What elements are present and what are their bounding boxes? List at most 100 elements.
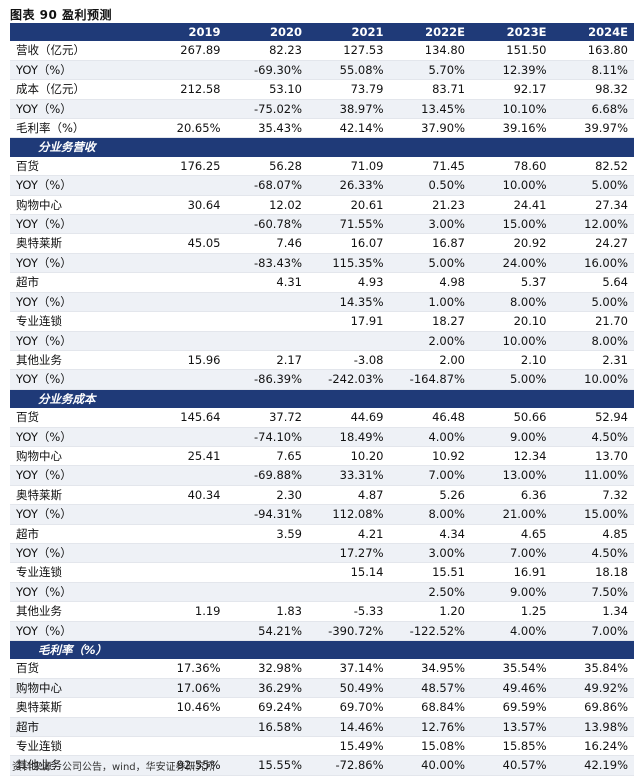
value-cell <box>226 582 308 603</box>
value-cell <box>145 717 227 738</box>
value-cell: 16.91 <box>471 562 553 583</box>
row-label: 其他业务 <box>10 755 145 776</box>
row-label: 成本（亿元） <box>10 79 145 100</box>
value-cell: -69.88% <box>226 465 308 486</box>
row-label: 购物中心 <box>10 446 145 467</box>
value-cell: 18.18 <box>552 562 634 583</box>
value-cell: 4.31 <box>226 272 308 293</box>
earnings-forecast-table: 2019 2020 2021 2022E 2023E 2024E 营收（亿元） 267.89… <box>10 23 634 776</box>
value-cell: 2.30 <box>226 485 308 506</box>
value-cell: 4.34 <box>389 524 471 544</box>
value-cell: 10.46% <box>145 697 227 718</box>
value-cell: 16.87 <box>389 233 471 254</box>
row-label: YOY（%） <box>10 582 145 603</box>
value-cell: 78.60 <box>471 156 553 177</box>
value-cell <box>145 60 227 81</box>
value-cell: 2.00 <box>389 350 471 371</box>
value-cell: 53.10 <box>226 79 308 100</box>
value-cell: 15.96 <box>145 350 227 371</box>
value-cell <box>145 175 227 196</box>
value-cell <box>145 465 227 486</box>
value-cell: 7.32 <box>552 485 634 506</box>
value-cell: 4.93 <box>308 272 390 293</box>
value-cell: 112.08% <box>308 504 390 525</box>
value-cell: -69.30% <box>226 60 308 81</box>
value-cell: 151.50 <box>471 41 553 61</box>
value-cell <box>145 214 227 235</box>
value-cell: 4.21 <box>308 524 390 544</box>
value-cell: 1.00% <box>389 292 471 313</box>
value-cell: 71.55% <box>308 214 390 235</box>
value-cell: 7.46 <box>226 233 308 254</box>
table-row: YOY（%） 2.00% 10.00% 8.00% <box>10 331 634 351</box>
value-cell: 13.98% <box>552 717 634 738</box>
value-cell: -86.39% <box>226 369 308 390</box>
value-cell: 9.00% <box>471 582 553 603</box>
value-cell <box>145 504 227 525</box>
row-label: 百货 <box>10 659 145 679</box>
value-cell: 37.14% <box>308 659 390 679</box>
value-cell: 27.34 <box>552 195 634 216</box>
value-cell: 8.00% <box>471 292 553 313</box>
value-cell <box>145 621 227 642</box>
header-year-cell: 2022E <box>389 23 471 42</box>
value-cell: 24.27 <box>552 233 634 254</box>
row-label: 购物中心 <box>10 678 145 699</box>
value-cell: 12.76% <box>389 717 471 738</box>
value-cell <box>145 331 227 351</box>
value-cell: 14.46% <box>308 717 390 738</box>
row-label: 其他业务 <box>10 350 145 371</box>
value-cell: 30.64 <box>145 195 227 216</box>
value-cell <box>145 99 227 120</box>
value-cell: -5.33 <box>308 601 390 622</box>
value-cell: 18.49% <box>308 427 390 447</box>
value-cell: 15.85% <box>471 736 553 757</box>
table-row: 百货 176.25 56.28 71.09 71.45 78.60 82.52 <box>10 156 634 177</box>
value-cell: 4.98 <box>389 272 471 293</box>
table-row: 超市 16.58% 14.46% 12.76% 13.57% 13.98% <box>10 717 634 738</box>
value-cell: 5.00% <box>389 253 471 274</box>
value-cell: 14.35% <box>308 292 390 313</box>
value-cell: 52.94 <box>552 408 634 428</box>
value-cell: 1.20 <box>389 601 471 622</box>
value-cell: 17.06% <box>145 678 227 699</box>
value-cell: 92.17 <box>471 79 553 100</box>
value-cell <box>226 292 308 313</box>
table-row: 专业连锁 17.91 18.27 20.10 21.70 <box>10 311 634 332</box>
value-cell: 12.02 <box>226 195 308 216</box>
value-cell: 3.00% <box>389 543 471 564</box>
row-label: 专业连锁 <box>10 736 145 757</box>
value-cell: 212.58 <box>145 79 227 100</box>
value-cell: 39.97% <box>552 118 634 139</box>
value-cell: 4.65 <box>471 524 553 544</box>
value-cell: 69.70% <box>308 697 390 718</box>
value-cell: 4.87 <box>308 485 390 506</box>
section-header-row: 分业务营收 <box>10 137 634 157</box>
header-year-cell: 2020 <box>226 23 308 42</box>
header-row: 2019 2020 2021 2022E 2023E 2024E <box>10 23 634 42</box>
value-cell <box>308 582 390 603</box>
header-year-cell: 2021 <box>308 23 390 42</box>
table-row: 毛利率（%） 20.65% 35.43% 42.14% 37.90% 39.16% 39.9… <box>10 118 634 139</box>
value-cell <box>226 562 308 583</box>
row-label: YOY（%） <box>10 331 145 351</box>
value-cell: 44.69 <box>308 408 390 428</box>
row-label: YOY（%） <box>10 175 145 196</box>
value-cell: 54.21% <box>226 621 308 642</box>
value-cell: 42.19% <box>552 755 634 776</box>
table-body: 营收（亿元） 267.89 82.23 127.53 134.80 151.50 163.8… <box>10 41 634 776</box>
value-cell: 12.34 <box>471 446 553 467</box>
value-cell: -94.31% <box>226 504 308 525</box>
value-cell: 2.50% <box>389 582 471 603</box>
table-row: YOY（%） -83.43% 115.35% 5.00% 24.00% 16.00% <box>10 253 634 274</box>
value-cell: 7.00% <box>389 465 471 486</box>
header-year-cell: 2024E <box>552 23 634 42</box>
row-label: 专业连锁 <box>10 311 145 332</box>
value-cell: -72.86% <box>308 755 390 776</box>
value-cell: 36.29% <box>226 678 308 699</box>
table-row: 专业连锁 15.14 15.51 16.91 18.18 <box>10 562 634 583</box>
row-label: YOY（%） <box>10 253 145 274</box>
value-cell: 50.66 <box>471 408 553 428</box>
table-row: YOY（%） -69.30% 55.08% 5.70% 12.39% 8.11% <box>10 60 634 81</box>
row-label: 专业连锁 <box>10 562 145 583</box>
